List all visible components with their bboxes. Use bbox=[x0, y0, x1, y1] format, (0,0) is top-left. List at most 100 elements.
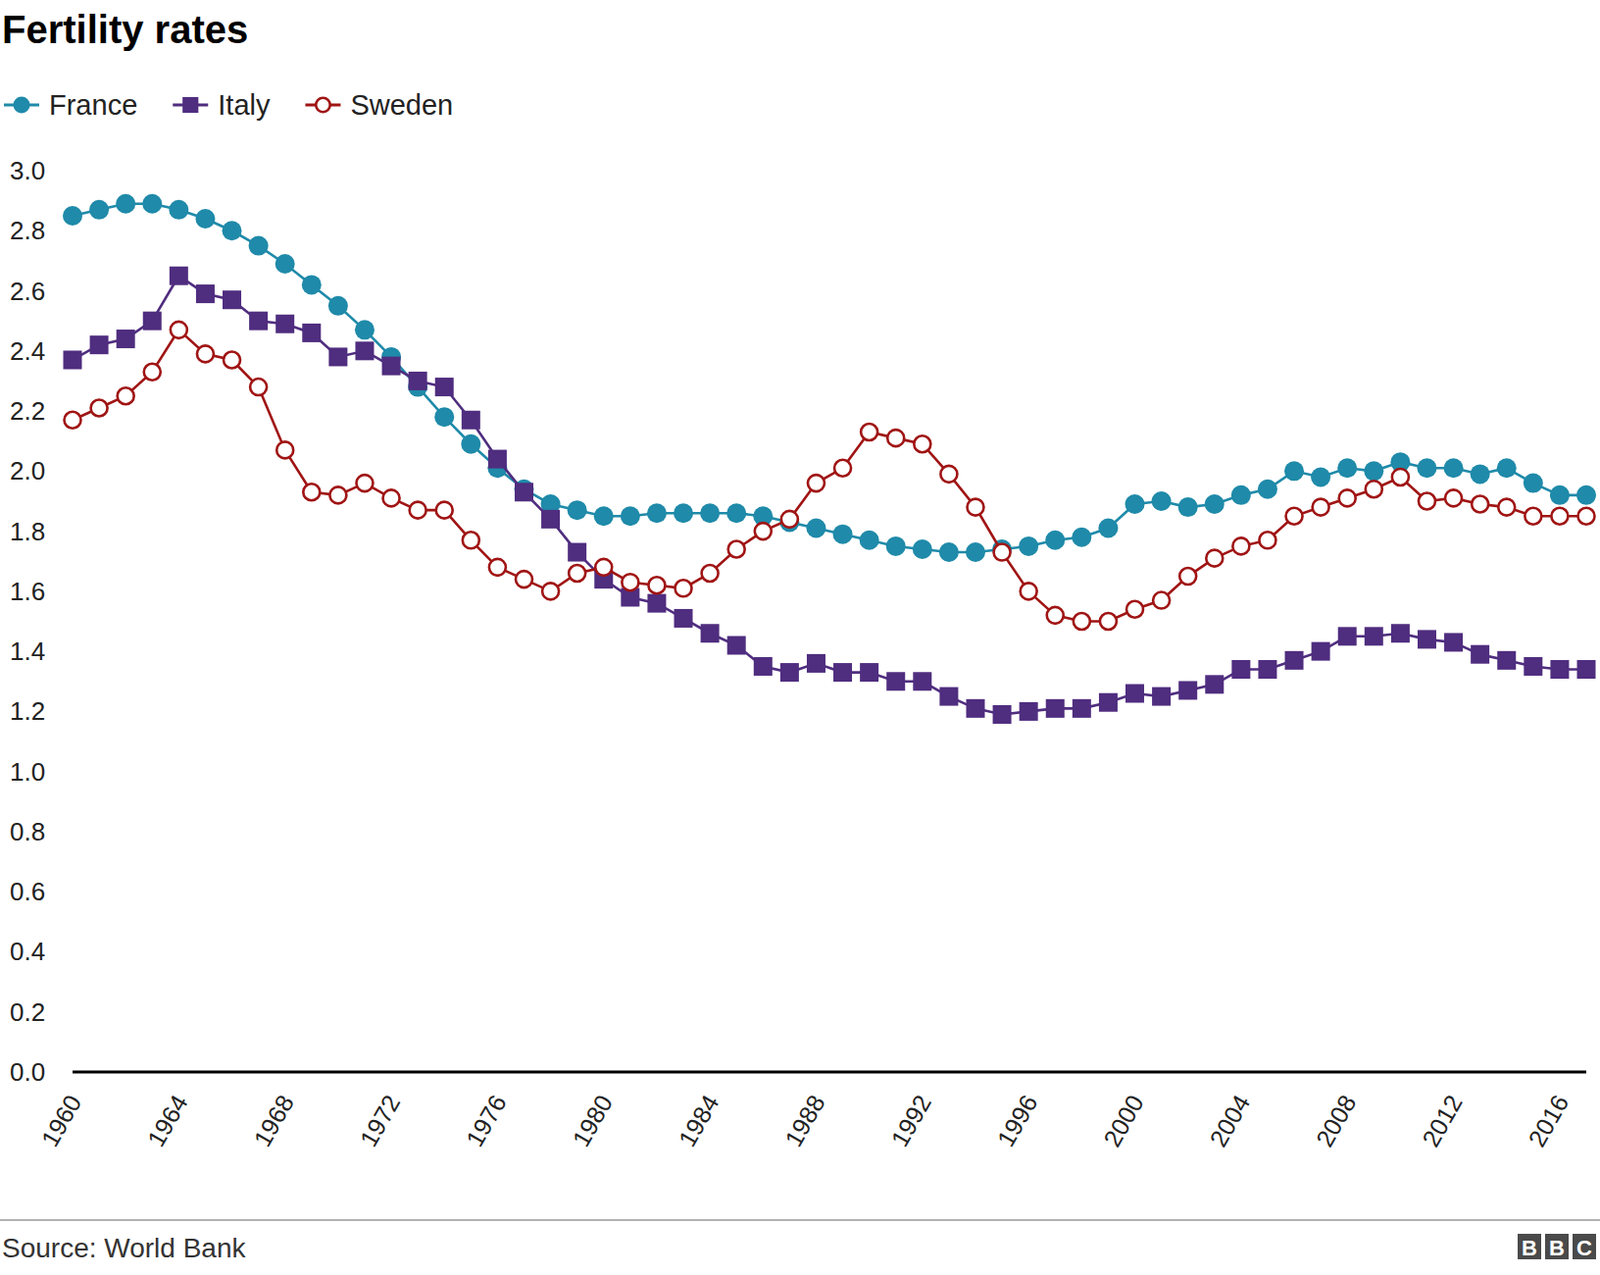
point bbox=[1126, 600, 1144, 618]
point bbox=[117, 387, 135, 404]
point bbox=[913, 435, 931, 452]
y-tick-label: 0.0 bbox=[9, 1056, 46, 1087]
point bbox=[170, 321, 188, 339]
point bbox=[196, 284, 215, 303]
point bbox=[63, 350, 83, 369]
point bbox=[301, 323, 321, 343]
point bbox=[1285, 650, 1304, 670]
point bbox=[408, 371, 428, 391]
chart: Fertility ratesFranceItalySweden0.00.20.… bbox=[0, 0, 1600, 1275]
y-tick-label: 3.0 bbox=[9, 155, 46, 186]
point bbox=[886, 671, 905, 691]
point bbox=[1392, 468, 1409, 486]
point bbox=[726, 502, 747, 523]
point bbox=[1100, 612, 1117, 630]
point bbox=[1418, 492, 1436, 509]
x-tick-label: 1972 bbox=[353, 1090, 405, 1151]
footer-rule bbox=[0, 1218, 1600, 1221]
point bbox=[1098, 518, 1118, 539]
point bbox=[275, 253, 296, 274]
series-line bbox=[72, 275, 1587, 714]
point bbox=[1231, 659, 1250, 679]
point bbox=[89, 200, 109, 220]
point bbox=[91, 400, 108, 417]
point bbox=[1284, 460, 1304, 481]
point bbox=[806, 653, 826, 673]
series-italy bbox=[63, 266, 1597, 724]
y-tick-label: 2.8 bbox=[9, 215, 46, 246]
title: Fertility rates bbox=[1, 7, 249, 51]
point bbox=[249, 311, 268, 331]
point bbox=[354, 341, 374, 360]
point bbox=[1363, 460, 1384, 481]
point bbox=[1151, 687, 1171, 706]
point bbox=[275, 314, 295, 334]
y-tick-label: 1.8 bbox=[9, 516, 46, 547]
point bbox=[1099, 693, 1118, 712]
point bbox=[620, 505, 641, 526]
logo-text: BBC bbox=[1521, 1235, 1593, 1260]
point bbox=[728, 540, 746, 557]
point bbox=[1152, 592, 1170, 609]
point bbox=[434, 406, 454, 427]
point bbox=[1071, 527, 1092, 548]
point bbox=[222, 290, 242, 309]
x-tick-label: 1984 bbox=[672, 1089, 724, 1150]
point bbox=[1365, 480, 1383, 498]
point bbox=[700, 502, 720, 523]
point bbox=[939, 687, 958, 706]
point bbox=[833, 662, 852, 682]
point bbox=[886, 536, 906, 556]
y-tick-label: 1.6 bbox=[9, 576, 46, 606]
point bbox=[276, 441, 294, 458]
point bbox=[1471, 496, 1489, 513]
point bbox=[727, 636, 747, 655]
point bbox=[1045, 530, 1065, 550]
y-tick-label: 0.4 bbox=[9, 936, 46, 966]
legend-label: Sweden bbox=[350, 89, 453, 121]
point bbox=[1470, 645, 1490, 664]
x-tick-label: 1960 bbox=[35, 1090, 87, 1151]
point bbox=[966, 499, 984, 516]
point bbox=[1523, 656, 1543, 676]
point bbox=[435, 377, 454, 397]
point bbox=[1020, 582, 1038, 600]
point bbox=[142, 194, 162, 214]
x-tick-label: 2012 bbox=[1416, 1090, 1468, 1151]
logo: BBC bbox=[1517, 1233, 1597, 1260]
point bbox=[834, 459, 851, 477]
point bbox=[912, 671, 932, 691]
point bbox=[1258, 531, 1276, 549]
point bbox=[1204, 674, 1224, 694]
point bbox=[993, 704, 1012, 724]
point bbox=[1047, 606, 1064, 624]
point bbox=[1125, 684, 1145, 703]
x-tick-label: 2016 bbox=[1522, 1090, 1574, 1151]
legend-marker bbox=[182, 97, 199, 113]
point bbox=[940, 465, 957, 483]
source: Source: World Bank bbox=[1, 1232, 247, 1263]
point bbox=[1338, 626, 1357, 646]
point bbox=[753, 656, 773, 676]
point bbox=[489, 558, 506, 576]
point bbox=[1204, 494, 1225, 514]
point bbox=[1311, 642, 1331, 661]
y-tick-label: 0.8 bbox=[9, 816, 46, 847]
x-tick-label: 2004 bbox=[1203, 1089, 1255, 1150]
point bbox=[1576, 485, 1597, 505]
point bbox=[62, 205, 83, 226]
point bbox=[1550, 659, 1569, 679]
x-tick-label: 1988 bbox=[779, 1090, 831, 1151]
point bbox=[1019, 701, 1039, 721]
point bbox=[674, 608, 694, 628]
point bbox=[965, 699, 985, 718]
point bbox=[1231, 485, 1251, 505]
point bbox=[1312, 499, 1330, 516]
point bbox=[1578, 507, 1596, 525]
point bbox=[460, 434, 481, 454]
point bbox=[1524, 507, 1542, 525]
point bbox=[169, 266, 189, 286]
point bbox=[1550, 485, 1570, 505]
x-axis-line bbox=[72, 1070, 1587, 1074]
legend: FranceItalySweden bbox=[3, 89, 453, 121]
